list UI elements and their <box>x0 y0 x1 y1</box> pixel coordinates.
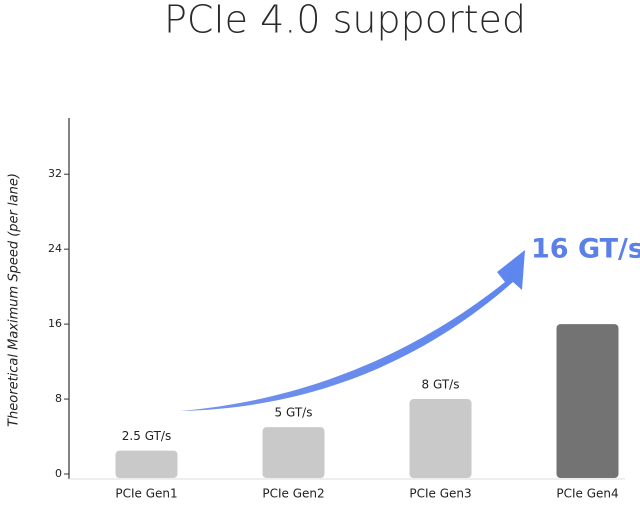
value-label: 2.5 GT/s <box>122 429 171 443</box>
y-tick-label: 0 <box>55 467 62 480</box>
bar <box>409 399 472 478</box>
y-tick-label: 32 <box>48 167 62 180</box>
y-axis-label: Theoretical Maximum Speed (per lane) <box>7 173 22 427</box>
value-label: 5 GT/s <box>275 406 313 420</box>
x-tick-label: PCIe Gen3 <box>409 487 471 501</box>
bar <box>262 427 325 478</box>
bar <box>556 324 619 478</box>
bar <box>115 450 178 478</box>
value-label: 8 GT/s <box>422 378 460 392</box>
x-tick-label: PCIe Gen4 <box>556 487 618 501</box>
growth-arrow <box>180 250 525 411</box>
y-tick-label: 24 <box>48 242 62 255</box>
x-tick-label: PCIe Gen2 <box>262 487 324 501</box>
y-tick-label: 16 <box>48 317 62 330</box>
chart-title: PCIe 4.0 supported <box>164 0 526 42</box>
highlight-value-label: 16 GT/s <box>531 234 640 265</box>
y-tick-label: 8 <box>55 392 62 405</box>
x-tick-label: PCIe Gen1 <box>115 487 177 501</box>
